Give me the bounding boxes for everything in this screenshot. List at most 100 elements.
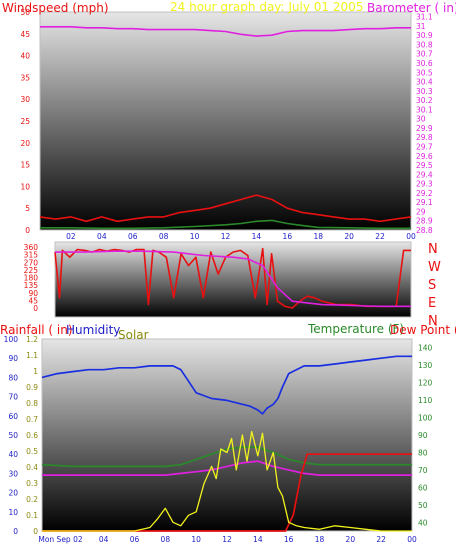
humidity-tick-label: 90: [8, 354, 18, 363]
rainfall-tick-label: 0.6: [26, 431, 38, 440]
barometer-tick-label: 29: [416, 207, 426, 216]
rainfall-tick-label: 0.2: [26, 495, 38, 504]
temperature-tick-label: 110: [418, 396, 433, 405]
weather-series-group: [41, 355, 412, 532]
dew-point-axis-title: Dew Point (: [390, 323, 456, 337]
rainfall-tick-label: 0.9: [26, 383, 38, 392]
series-line-humidity: [41, 355, 412, 415]
rainfall-tick-label: 1.1: [26, 351, 38, 360]
wind-time-tick-label: 02: [66, 232, 76, 241]
direction-degree-tick-label: 225: [24, 266, 39, 275]
direction-degree-tick-label: 135: [24, 281, 39, 290]
humidity-tick-label: 10: [8, 508, 18, 517]
barometer-tick-label: 30.9: [416, 31, 433, 40]
humidity-tick-label: 50: [8, 431, 18, 440]
humidity-tick-label: 40: [8, 450, 18, 459]
barometer-tick-label: 30.3: [416, 87, 433, 96]
wind-time-tick-label: 22: [375, 232, 385, 241]
barometer-tick-labels: 28.828.92929.129.229.329.429.529.629.729…: [416, 13, 433, 235]
wind-time-tick-label: 00: [406, 232, 416, 241]
temperature-tick-labels: 40 50 60 70 80 90 100 110 120 130 140: [418, 344, 433, 528]
windspeed-tick-label: 30: [20, 95, 30, 104]
windspeed-axis-title: Windspeed (mph): [2, 1, 109, 15]
temperature-tick-label: 50: [418, 501, 428, 510]
temperature-tick-label: 60: [418, 483, 428, 492]
windspeed-tick-label: 25: [20, 117, 30, 126]
series-line-temperature: [42, 460, 412, 476]
humidity-tick-label: 20: [8, 489, 18, 498]
wind-time-tick-label: 16: [283, 232, 293, 241]
rainfall-tick-label: 1.2: [26, 335, 38, 344]
temperature-tick-label: 70: [418, 466, 428, 475]
barometer-tick-label: 28.8: [416, 226, 433, 235]
humidity-tick-label: 70: [8, 393, 18, 402]
barometer-tick-label: 29.5: [416, 161, 433, 170]
windspeed-tick-label: 0: [25, 226, 30, 235]
direction-degree-tick-label: 45: [28, 296, 38, 305]
wind-time-tick-label: 20: [344, 232, 354, 241]
weather-time-tick-label: Mon Sep 02: [38, 535, 82, 544]
weather-time-tick-label: 08: [161, 535, 171, 544]
barometer-tick-label: 29.2: [416, 189, 433, 198]
temperature-tick-label: 130: [418, 361, 433, 370]
wind-time-tick-label: 18: [313, 232, 323, 241]
windspeed-tick-label: 15: [20, 161, 30, 170]
direction-degree-tick-label: 90: [28, 289, 38, 298]
humidity-axis-title: Humidity: [66, 323, 120, 337]
weather-time-tick-label: 14: [253, 535, 263, 544]
direction-degree-tick-label: 315: [24, 251, 39, 260]
rainfall-tick-label: 0.7: [26, 415, 38, 424]
rainfall-tick-label: 1: [33, 367, 38, 376]
direction-degree-tick-label: 0: [33, 304, 38, 313]
series-line-rainfall: [42, 453, 412, 532]
weather-time-tick-label: 22: [376, 535, 386, 544]
temperature-axis-title: Temperature (F): [307, 322, 404, 336]
direction-degree-tick-label: 270: [24, 258, 39, 267]
barometer-tick-label: 30.7: [416, 50, 433, 59]
series-line-dew-point: [41, 446, 412, 468]
wind-time-tick-label: 08: [159, 232, 169, 241]
temperature-tick-label: 80: [418, 448, 428, 457]
barometer-tick-label: 29.3: [416, 180, 433, 189]
compass-tick-label: S: [428, 278, 436, 293]
barometer-tick-label: 30.8: [416, 40, 433, 49]
barometer-tick-label: 30.5: [416, 68, 433, 77]
barometer-tick-label: 29.4: [416, 170, 433, 179]
barometer-tick-label: 29.1: [416, 198, 433, 207]
series-line-wind-average: [40, 219, 411, 230]
barometer-tick-label: 31.1: [416, 13, 433, 22]
compass-tick-label: N: [428, 314, 438, 329]
windspeed-tick-labels: 0 5 10 15 20 25 30 35 40 45 50: [20, 8, 30, 235]
barometer-tick-label: 30.6: [416, 59, 433, 68]
barometer-tick-label: 29.6: [416, 152, 433, 161]
weather-time-tick-label: 20: [346, 535, 356, 544]
barometer-tick-label: 29.9: [416, 124, 433, 133]
rainfall-tick-label: 0.3: [26, 479, 38, 488]
weather-time-tick-labels: Mon Sep 02 04 06 08 10 12 14 16 18 20 22 00: [38, 535, 417, 544]
wind-time-tick-label: 14: [252, 232, 262, 241]
direction-degree-tick-label: 180: [24, 274, 39, 283]
windspeed-tick-label: 35: [20, 73, 30, 82]
solar-axis-title: Solar: [118, 328, 149, 342]
weather-time-tick-label: 00: [407, 535, 417, 544]
graph-day-title: 24 hour graph day: July 01 2005: [170, 0, 363, 14]
humidity-tick-label: 0: [13, 527, 18, 536]
series-line-solar: [42, 430, 412, 532]
wind-time-tick-label: 12: [221, 232, 231, 241]
weather-time-tick-label: 16: [284, 535, 294, 544]
rainfall-tick-label: 0: [33, 527, 38, 536]
windspeed-tick-label: 20: [20, 139, 30, 148]
barometer-axis-title: Barometer ( in): [367, 1, 456, 15]
windspeed-tick-label: 10: [20, 182, 30, 191]
wind-time-tick-label: 10: [190, 232, 200, 241]
weather-time-tick-label: 12: [222, 535, 232, 544]
humidity-tick-label: 60: [8, 412, 18, 421]
wind-time-tick-labels: 02 04 06 08 10 12 14 16 18 20 22 00: [66, 232, 416, 241]
weather-time-tick-label: 04: [99, 535, 109, 544]
weather-time-tick-label: 18: [315, 535, 325, 544]
barometer-tick-label: 30: [416, 115, 426, 124]
rainfall-tick-label: 0.5: [26, 447, 38, 456]
